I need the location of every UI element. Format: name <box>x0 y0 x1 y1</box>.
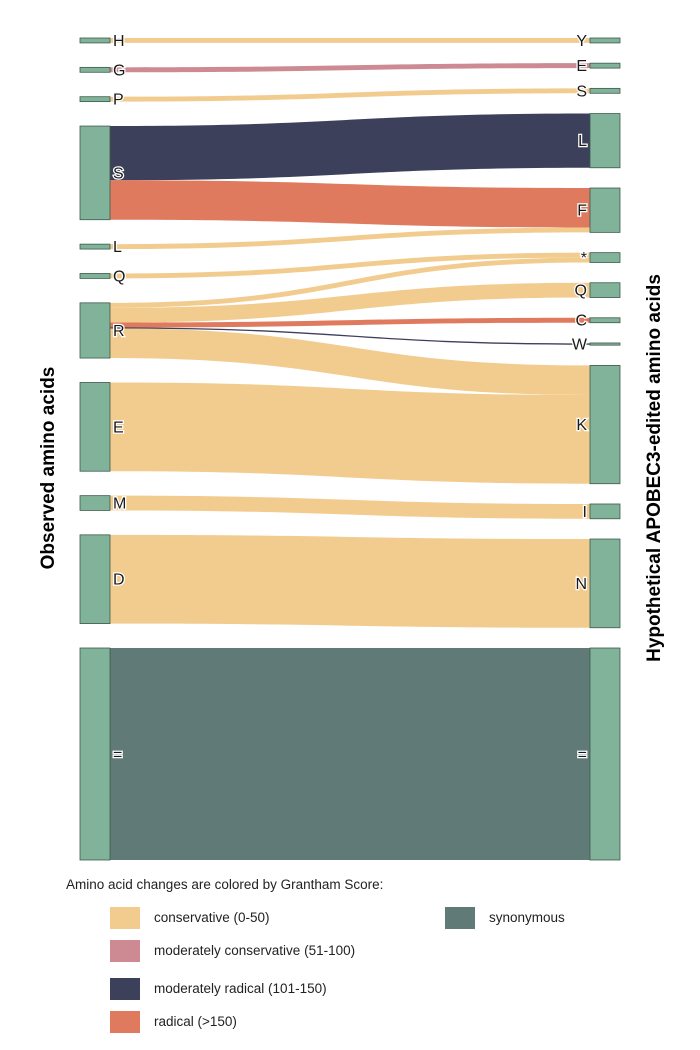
target-node <box>589 113 621 169</box>
flow-D-to-N <box>110 534 590 628</box>
target-node <box>589 37 621 44</box>
target-node-label: N <box>575 576 587 593</box>
source-node-label: E <box>113 419 124 436</box>
flow-E-to-K <box>110 382 590 484</box>
flow-R-to-C <box>110 317 590 328</box>
target-node <box>589 252 621 263</box>
right-axis-title: Hypothetical APOBEC3-edited amino acids <box>644 274 665 662</box>
legend-label: moderately radical (101-150) <box>154 981 327 996</box>
flow-R-to-K <box>110 328 590 395</box>
target-node-label: K <box>576 417 587 434</box>
source-node-label: M <box>113 496 126 513</box>
source-node-label: R <box>113 323 125 340</box>
legend-label: moderately conservative (51-100) <box>154 943 356 958</box>
target-node <box>589 503 621 520</box>
source-node <box>79 495 111 511</box>
source-node-label: = <box>113 747 122 764</box>
source-node <box>79 243 111 250</box>
source-node <box>79 66 111 73</box>
flow-G-to-E <box>110 63 590 73</box>
legend-title: Amino acid changes are colored by Granth… <box>66 877 384 892</box>
flow-S-to-F <box>110 180 590 228</box>
legend-swatch-moderately-radical <box>110 978 140 1000</box>
legend-swatch-moderately-conservative <box>110 940 140 962</box>
flow-=-to-= <box>110 648 590 860</box>
source-node <box>79 647 111 861</box>
legend-label: synonymous <box>489 910 565 925</box>
flow-P-to-S <box>110 88 590 102</box>
amino-acid-nodes <box>79 37 621 861</box>
target-node-label: Y <box>576 33 587 50</box>
source-node-label: G <box>113 62 125 79</box>
target-node <box>589 647 621 861</box>
target-node <box>589 87 621 94</box>
flow-L-to-F <box>110 227 590 250</box>
legend-swatch-conservative <box>110 907 140 929</box>
source-node <box>79 302 111 359</box>
source-node <box>79 382 111 472</box>
target-node <box>589 282 621 298</box>
target-node-label: = <box>578 747 587 764</box>
target-node <box>589 538 621 629</box>
source-node-label: H <box>113 33 125 50</box>
legend-swatch-radical <box>110 1011 140 1033</box>
source-node <box>79 96 111 103</box>
target-node <box>589 317 621 324</box>
flow-M-to-I <box>110 495 590 519</box>
source-node-label: S <box>113 165 124 182</box>
flow-R-to-* <box>110 257 590 308</box>
left-axis-title: Observed amino acids <box>38 367 59 570</box>
flow-S-to-L <box>110 113 590 181</box>
source-node-label: Q <box>113 268 125 285</box>
target-node-label: F <box>577 203 587 220</box>
target-node <box>589 342 621 346</box>
flow-Q-to-* <box>110 252 590 279</box>
flow-links <box>109 38 591 860</box>
target-node <box>589 62 621 69</box>
target-node-label: S <box>576 83 587 100</box>
source-node-label: P <box>113 92 124 109</box>
target-node <box>589 365 621 485</box>
target-node <box>589 187 621 233</box>
source-node <box>79 534 111 624</box>
target-node-label: W <box>572 337 588 354</box>
source-node <box>79 273 111 279</box>
source-node-label: L <box>113 239 122 256</box>
legend-label: radical (>150) <box>154 1014 237 1029</box>
target-node-label: L <box>578 133 587 150</box>
flow-R-to-W <box>109 327 591 345</box>
target-node-label: * <box>581 250 587 267</box>
source-node-label: D <box>113 572 125 589</box>
flow-R-to-Q <box>110 282 590 323</box>
source-node <box>79 125 111 221</box>
flow-H-to-Y <box>110 38 590 43</box>
target-node-label: E <box>576 58 587 75</box>
target-node-label: C <box>575 313 587 330</box>
target-node-label: Q <box>575 283 587 300</box>
target-node-label: I <box>583 504 587 521</box>
source-node <box>79 37 111 44</box>
legend-label: conservative (0-50) <box>154 910 270 925</box>
legend-swatch-synonymous <box>445 907 475 929</box>
